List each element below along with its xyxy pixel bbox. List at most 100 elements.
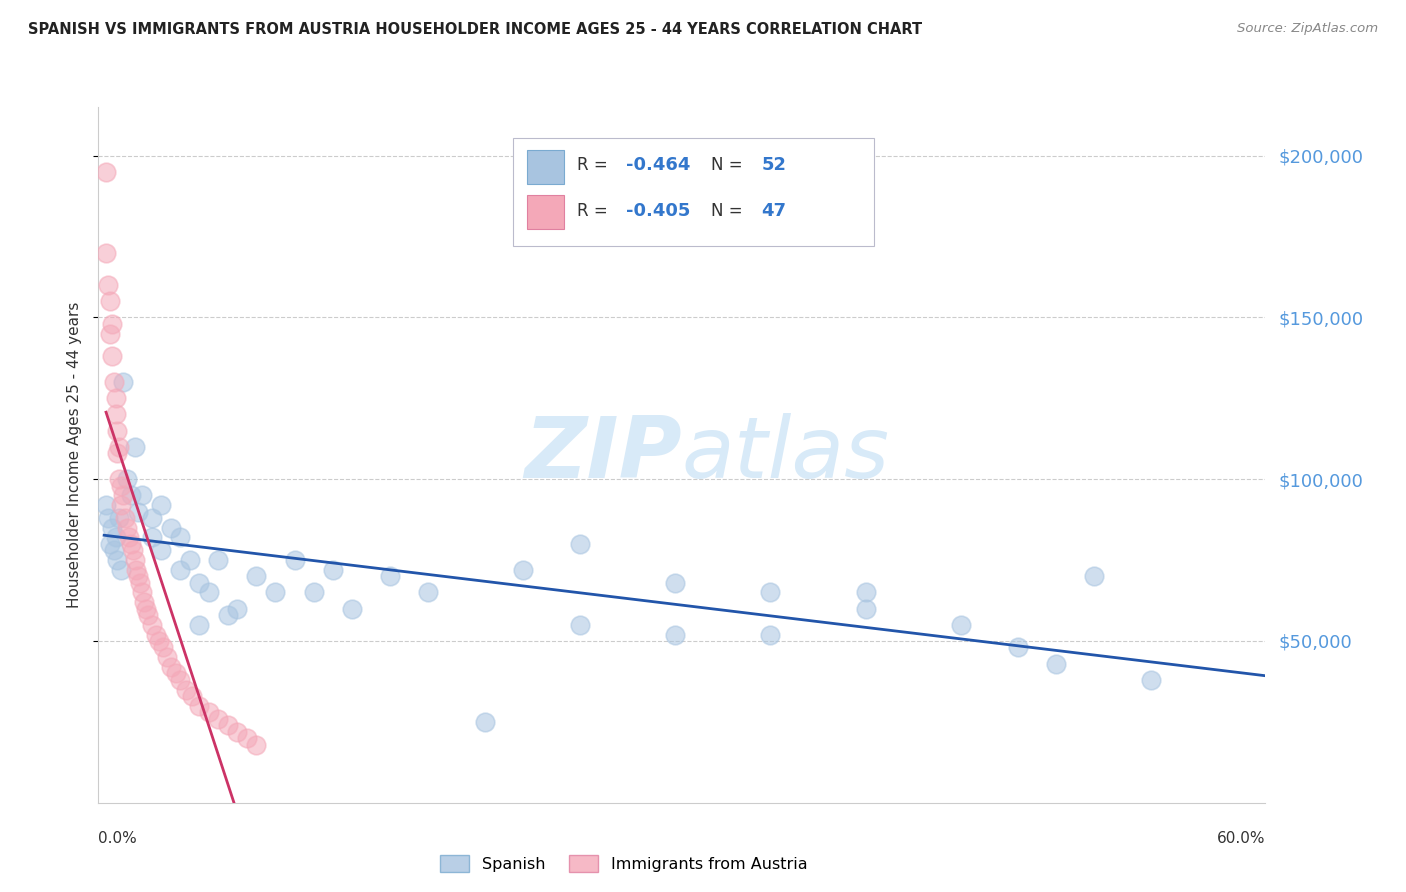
Point	[107, 424, 129, 438]
Point	[148, 634, 170, 648]
Point	[236, 731, 259, 745]
Point	[207, 712, 229, 726]
Point	[104, 408, 127, 422]
Point	[103, 543, 125, 558]
Point	[759, 627, 782, 641]
Point	[664, 575, 686, 590]
Point	[198, 585, 221, 599]
Point	[283, 553, 305, 567]
Point	[188, 698, 211, 713]
Point	[110, 563, 132, 577]
Point	[98, 326, 121, 341]
Point	[120, 537, 142, 551]
Point	[1140, 673, 1163, 687]
Point	[150, 498, 173, 512]
Text: -0.464: -0.464	[626, 156, 690, 174]
Point	[104, 531, 127, 545]
Text: 0.0%: 0.0%	[98, 831, 138, 846]
Point	[512, 563, 534, 577]
Point	[94, 245, 117, 260]
Point	[107, 553, 129, 567]
Legend: Spanish, Immigrants from Austria: Spanish, Immigrants from Austria	[433, 849, 814, 879]
Point	[759, 585, 782, 599]
Point	[110, 498, 132, 512]
Text: 60.0%: 60.0%	[1218, 831, 1265, 846]
Point	[855, 601, 877, 615]
Point	[110, 478, 132, 492]
Point	[129, 575, 152, 590]
Point	[474, 714, 496, 729]
Point	[949, 617, 972, 632]
Point	[145, 627, 167, 641]
Point	[132, 595, 155, 609]
Point	[124, 553, 146, 567]
Point	[98, 294, 121, 309]
Point	[169, 673, 191, 687]
Point	[120, 488, 142, 502]
Point	[121, 543, 143, 558]
Y-axis label: Householder Income Ages 25 - 44 years: Householder Income Ages 25 - 44 years	[67, 301, 83, 608]
Point	[136, 608, 159, 623]
Point	[94, 165, 117, 179]
Text: -0.405: -0.405	[626, 202, 690, 220]
Point	[1045, 657, 1067, 671]
Point	[103, 375, 125, 389]
Point	[207, 553, 229, 567]
Point	[302, 585, 325, 599]
Point	[115, 521, 138, 535]
Point	[180, 689, 202, 703]
Text: Source: ZipAtlas.com: Source: ZipAtlas.com	[1237, 22, 1378, 36]
Text: 47: 47	[761, 202, 786, 220]
Point	[198, 705, 221, 719]
Point	[118, 531, 141, 545]
Text: R =: R =	[576, 202, 613, 220]
FancyBboxPatch shape	[513, 138, 875, 246]
Point	[166, 666, 188, 681]
Point	[127, 504, 149, 518]
Point	[97, 278, 120, 293]
Text: N =: N =	[711, 202, 748, 220]
Point	[112, 375, 135, 389]
Text: SPANISH VS IMMIGRANTS FROM AUSTRIA HOUSEHOLDER INCOME AGES 25 - 44 YEARS CORRELA: SPANISH VS IMMIGRANTS FROM AUSTRIA HOUSE…	[28, 22, 922, 37]
Point	[245, 738, 267, 752]
Point	[174, 682, 197, 697]
Point	[108, 472, 131, 486]
Point	[664, 627, 686, 641]
Point	[152, 640, 174, 655]
Point	[141, 511, 163, 525]
Point	[340, 601, 363, 615]
Point	[141, 617, 163, 632]
Point	[188, 617, 211, 632]
Point	[124, 440, 146, 454]
Text: N =: N =	[711, 156, 748, 174]
Point	[135, 601, 157, 615]
Point	[100, 349, 122, 363]
Point	[127, 569, 149, 583]
Point	[159, 660, 181, 674]
Point	[569, 537, 592, 551]
Point	[217, 718, 239, 732]
Point	[416, 585, 439, 599]
Point	[115, 472, 138, 486]
Point	[114, 511, 136, 525]
Text: ZIP: ZIP	[524, 413, 682, 497]
Point	[378, 569, 401, 583]
Point	[108, 511, 131, 525]
Point	[107, 446, 129, 460]
Point	[97, 511, 120, 525]
Point	[264, 585, 287, 599]
Point	[156, 650, 179, 665]
Text: R =: R =	[576, 156, 613, 174]
Point	[112, 488, 135, 502]
Point	[188, 575, 211, 590]
Point	[1083, 569, 1105, 583]
Point	[226, 601, 249, 615]
Point	[94, 498, 117, 512]
Point	[217, 608, 239, 623]
Point	[150, 543, 173, 558]
Text: atlas: atlas	[682, 413, 890, 497]
Point	[131, 585, 153, 599]
Point	[100, 317, 122, 331]
Point	[855, 585, 877, 599]
Point	[125, 563, 148, 577]
